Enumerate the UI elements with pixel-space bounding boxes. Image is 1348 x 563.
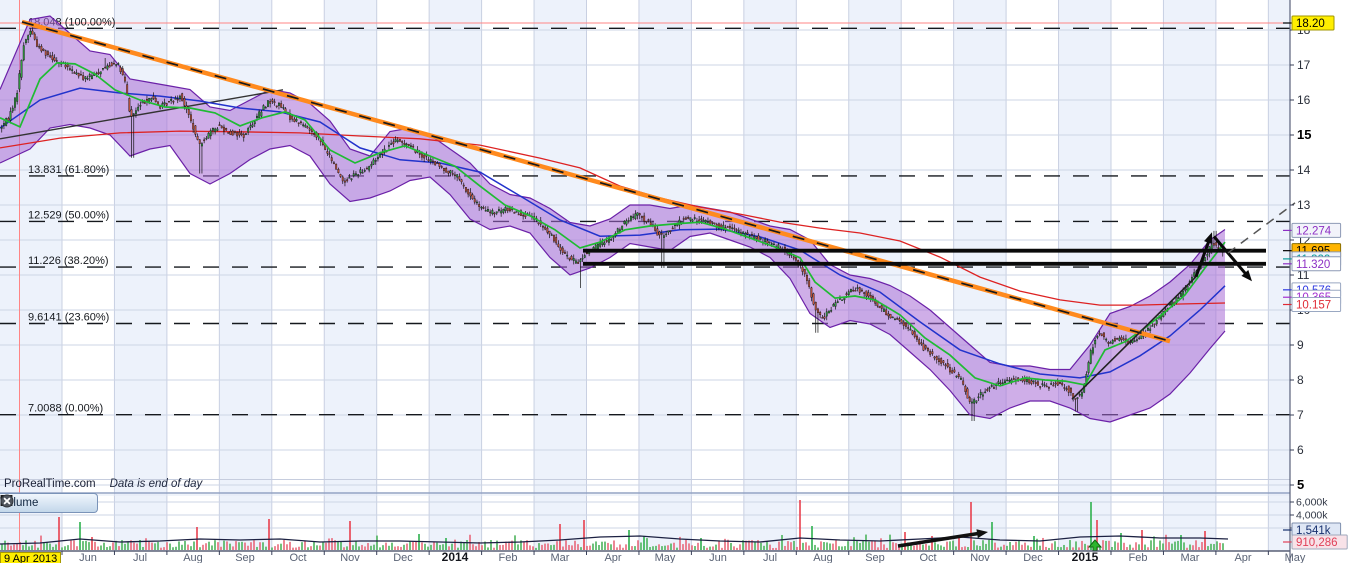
x-axis-label: Oct	[289, 552, 306, 563]
price-pane	[0, 15, 1266, 423]
x-axis-label: Nov	[340, 552, 360, 563]
fib-label: 13.831 (61.80%)	[28, 164, 109, 176]
ma-200-line	[0, 130, 1226, 306]
x-axis-label: Nov	[970, 552, 990, 563]
fib-label: 9.6141 (23.60%)	[28, 312, 109, 324]
price-axis: 181716151413121110987656,000k4,000k2,000…	[1283, 15, 1348, 550]
x-axis-label: Aug	[813, 552, 833, 563]
volume-label-text: 1,541k	[1296, 525, 1331, 537]
price-label-text: 12.274	[1296, 225, 1332, 237]
x-axis-label: Mar	[1181, 552, 1200, 563]
price-axis-tick: 8	[1297, 373, 1304, 387]
x-axis-label: May	[1285, 552, 1306, 563]
x-axis-label: Feb	[499, 552, 518, 563]
cursor-date-label: 9 Apr 2013	[0, 552, 62, 563]
price-axis-tick: 6	[1297, 443, 1304, 457]
x-axis-label: Jul	[763, 552, 777, 563]
x-axis-label: Sep	[235, 552, 255, 563]
ma-20-line	[0, 62, 1226, 387]
watermark-bar: ProRealTime.com Data is end of day	[4, 478, 202, 492]
volume-axis-tick: 6,000k	[1296, 497, 1328, 509]
watermark: ProRealTime.com	[4, 478, 96, 490]
fib-label: 11.226 (38.20%)	[28, 255, 109, 267]
x-axis-label: Mar	[551, 552, 570, 563]
x-axis-label: 2015	[1072, 550, 1099, 563]
price-axis-tick: 17	[1297, 58, 1311, 72]
duplicate-icon[interactable]	[0, 495, 74, 510]
x-axis-label: Sep	[865, 552, 885, 563]
projection-dashed-line[interactable]	[1227, 202, 1296, 254]
price-axis-tick: 14	[1297, 163, 1311, 177]
candlesticks	[0, 27, 1224, 421]
price-axis-tick: 16	[1297, 93, 1311, 107]
price-label	[1291, 297, 1342, 313]
price-axis-tick: 5	[1297, 477, 1304, 492]
fib-label: 7.0088 (0.00%)	[28, 403, 103, 415]
price-axis-tick: 15	[1297, 127, 1311, 142]
x-axis-label: Aug	[183, 552, 203, 563]
x-axis-label: Jun	[709, 552, 727, 563]
volume-ma-line	[0, 535, 1229, 545]
wrench-icon[interactable]	[0, 494, 56, 510]
volume-label-text: 910,286	[1296, 537, 1338, 549]
price-label	[1291, 256, 1342, 272]
fib-label: 12.529 (50.00%)	[28, 209, 109, 221]
x-axis-label: Oct	[919, 552, 936, 563]
price-axis-tick: 11	[1297, 268, 1310, 282]
ma-50-line	[0, 87, 1226, 379]
volume-label	[1291, 534, 1348, 550]
x-axis-label: Apr	[604, 552, 621, 563]
x-axis: Jun Jul Aug Sep Oct Nov Dec 2014 Feb Mar Apr May Jun…	[79, 550, 1306, 563]
price-label-text: 11.320	[1296, 259, 1330, 271]
price-arrows[interactable]	[1194, 232, 1252, 282]
volume-axis-tick: 4,000k	[1296, 510, 1328, 522]
downtrend-line[interactable]	[21, 19, 1171, 344]
price-label-text: 18.20	[1296, 18, 1325, 30]
x-axis-label: May	[655, 552, 676, 563]
price-label	[1291, 15, 1335, 31]
data-note: Data is end of day	[109, 478, 203, 490]
x-axis-label: Jul	[133, 552, 147, 563]
price-axis-tick: 9	[1297, 338, 1304, 352]
close-icon[interactable]	[0, 494, 92, 510]
x-axis-label: 2014	[442, 550, 469, 563]
chart-background	[0, 0, 1290, 551]
volume-pane	[0, 500, 1229, 552]
price-axis-tick: 7	[1297, 408, 1304, 422]
x-axis-label: Dec	[393, 552, 413, 563]
x-axis-label: Apr	[1234, 552, 1251, 563]
price-label-text: 10.157	[1296, 300, 1331, 312]
rising-trendline-left[interactable]	[0, 89, 284, 140]
x-axis-label: Feb	[1129, 552, 1148, 563]
x-axis-label: Dec	[1023, 552, 1043, 563]
volume-toolbar: Volume	[0, 493, 99, 513]
price-label	[1291, 222, 1342, 238]
x-axis-label: Jun	[79, 552, 97, 563]
price-axis-tick: 13	[1297, 198, 1311, 212]
rising-trendline-right[interactable]	[1071, 276, 1197, 400]
